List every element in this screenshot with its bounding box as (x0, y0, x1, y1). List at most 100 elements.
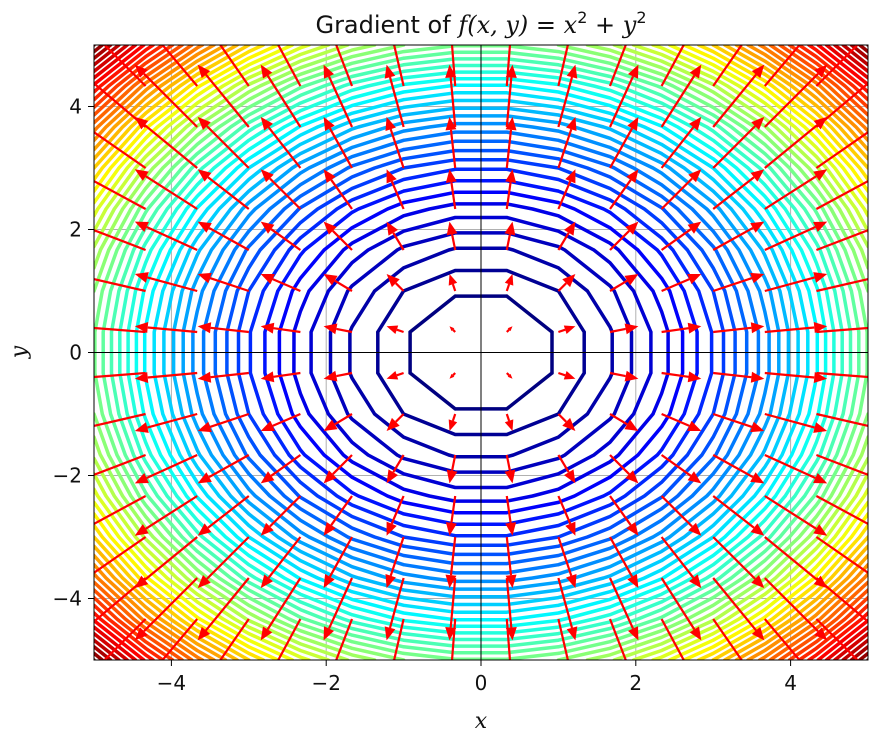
gradient-arrow-head (562, 274, 576, 288)
gradient-arrow-shaft (452, 328, 456, 333)
y-tick-label: 0 (69, 341, 82, 365)
gradient-arrow-head (323, 64, 334, 79)
gradient-arrow-head (813, 272, 828, 283)
gradient-arrow-shaft (712, 577, 757, 632)
gradient-arrow-shaft (273, 327, 301, 334)
gradient-arrow-head (197, 472, 212, 484)
contour-line (348, 246, 614, 459)
gradient-arrow-head (260, 322, 275, 334)
gradient-arrow-shaft (661, 327, 689, 334)
gradient-arrow-head (687, 322, 702, 334)
gradient-arrow-shaft (557, 232, 570, 251)
gradient-arrow-head (446, 221, 458, 236)
gradient-arrow-shaft (815, 81, 868, 128)
gradient-arrow-shaft (713, 371, 752, 379)
gradient-arrow-shaft (273, 371, 301, 378)
gradient-arrow-head (445, 574, 457, 589)
gradient-arrow-head (687, 371, 702, 383)
gradient-arrow-shaft (144, 45, 146, 46)
gradient-arrow-shaft (402, 659, 404, 660)
gradient-arrow-shaft (392, 454, 405, 473)
gradient-arrow-head (448, 419, 458, 431)
gradient-arrow-shaft (609, 495, 632, 526)
gradient-arrow-head (625, 470, 639, 484)
gradient-arrow-head (323, 626, 334, 641)
gradient-arrow-shaft (712, 277, 753, 293)
gradient-arrow-head (197, 421, 212, 433)
gradient-arrow-shaft (712, 454, 754, 479)
gradient-arrow-head (750, 421, 765, 433)
gradient-arrow-shaft (764, 536, 818, 581)
gradient-arrow-head (323, 116, 335, 131)
gradient-arrow-head (688, 169, 702, 183)
gradient-arrow-head (507, 373, 513, 379)
gradient-arrow-shaft (327, 577, 354, 630)
gradient-arrow-shaft (609, 327, 626, 334)
gradient-arrow-shaft (334, 279, 353, 292)
gradient-arrow-shaft (327, 75, 354, 128)
gradient-arrow-head (752, 12, 764, 26)
gradient-arrow-shaft (661, 412, 690, 427)
gradient-arrow-head (323, 221, 337, 235)
gradient-arrow-shaft (277, 45, 302, 87)
gradient-arrow-head (260, 420, 275, 431)
gradient-arrow-head (689, 64, 702, 79)
gradient-arrow-head (445, 732, 456, 743)
gradient-arrow-head (813, 422, 828, 433)
contour-line (134, 76, 828, 629)
gradient-arrow-shaft (272, 278, 301, 293)
gradient-arrow-head (753, 731, 764, 743)
gradient-arrow-shaft (867, 125, 868, 127)
gradient-arrow-shaft (395, 413, 405, 423)
gradient-arrow-shaft (505, 413, 511, 422)
gradient-arrow-shaft (609, 179, 632, 210)
gradient-arrow-head (134, 322, 149, 333)
gradient-arrow-head (198, 12, 210, 26)
gradient-arrow-head (624, 274, 639, 286)
gradient-arrow-shaft (208, 454, 250, 479)
gradient-arrow-head (445, 169, 457, 183)
gradient-arrow-head (505, 574, 517, 589)
gradient-arrow-head (72, 322, 85, 333)
gradient-arrow-head (688, 522, 702, 536)
gradient-arrow-shaft (867, 289, 868, 291)
gradient-arrow-shaft (103, 45, 147, 87)
gradient-arrow-head (197, 371, 212, 383)
gradient-arrow-shaft (558, 371, 566, 377)
gradient-arrow-shaft (161, 45, 199, 87)
gradient-arrow-shaft (94, 495, 147, 526)
x-tick-label: 2 (629, 671, 642, 695)
gradient-arrow-shaft (328, 127, 353, 169)
contour-line (94, 45, 868, 660)
gradient-arrow-shaft (94, 326, 146, 334)
gradient-arrow-shaft (328, 536, 353, 578)
gradient-arrow-head (751, 626, 765, 641)
gradient-arrow-shaft (94, 412, 146, 428)
gradient-arrow-head (750, 322, 765, 334)
gradient-arrow-shaft (867, 84, 868, 86)
gradient-arrow-shaft (449, 129, 457, 169)
gradient-arrow-head (72, 117, 86, 129)
gradient-arrow-head (625, 221, 639, 235)
gradient-arrow-head (260, 116, 273, 131)
gradient-arrow-head (750, 371, 765, 383)
gradient-arrow-shaft (816, 326, 868, 334)
gradient-arrow-shaft (661, 371, 689, 378)
gradient-arrow-shaft (608, 45, 627, 87)
contour-line (94, 45, 868, 660)
gradient-arrow-shaft (815, 577, 868, 624)
contour-line (94, 45, 868, 660)
gradient-arrow-shaft (209, 412, 250, 428)
gradient-arrow-shaft (505, 283, 511, 292)
gradient-arrow-shaft (763, 618, 801, 660)
gradient-arrow-head (448, 274, 458, 286)
gradient-arrow-shaft (660, 577, 696, 631)
gradient-arrow-shaft (451, 413, 457, 422)
gradient-arrow-shaft (712, 495, 755, 529)
gradient-arrow-head (385, 116, 396, 131)
gradient-arrow-head (814, 64, 828, 78)
gradient-arrow-shaft (608, 618, 627, 660)
gradient-arrow-head (72, 680, 85, 693)
gradient-arrow-head (566, 626, 578, 641)
gradient-arrow-head (260, 274, 275, 285)
